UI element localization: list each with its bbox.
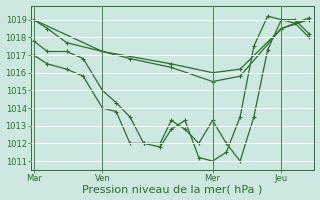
X-axis label: Pression niveau de la mer( hPa ): Pression niveau de la mer( hPa ) (83, 184, 263, 194)
